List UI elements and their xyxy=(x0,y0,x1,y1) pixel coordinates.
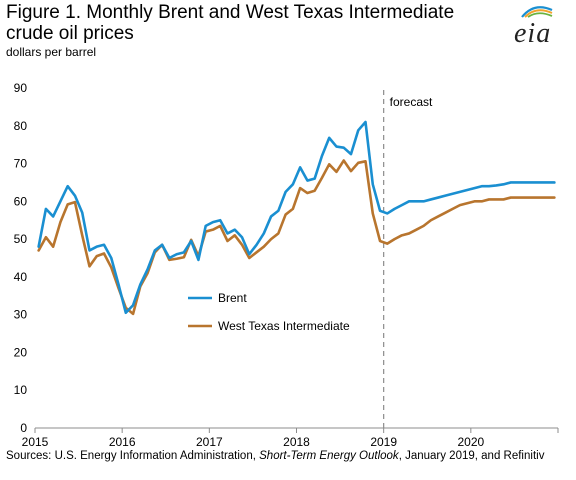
y-tick-label: 20 xyxy=(14,345,28,359)
legend-label-west-texas-intermediate: West Texas Intermediate xyxy=(218,319,350,333)
chart-title: Figure 1. Monthly Brent and West Texas I… xyxy=(6,2,455,44)
chart-series xyxy=(37,120,556,316)
series-line-west-texas-intermediate xyxy=(37,159,556,316)
x-tick-label: 2016 xyxy=(109,435,136,449)
logo-text: eia xyxy=(514,18,552,49)
x-tick-label: 2018 xyxy=(283,435,310,449)
y-tick-label: 80 xyxy=(14,119,28,133)
source-report-name: Short-Term Energy Outlook xyxy=(259,450,399,462)
y-tick-label: 40 xyxy=(14,270,28,284)
chart-axes: 0 10 20 30 40 50 60 70 80 90 2015 2016 2017 2018 2019 2… xyxy=(14,81,559,449)
x-tick-label: 2019 xyxy=(370,435,397,449)
y-tick-label: 0 xyxy=(20,421,27,435)
y-tick-label: 70 xyxy=(14,157,28,171)
source-suffix: , January 2019, and Refinitiv xyxy=(398,450,545,462)
x-tick-label: 2020 xyxy=(457,435,484,449)
eia-logo: eia xyxy=(500,4,564,49)
y-axis-unit-label: dollars per barrel xyxy=(6,45,97,59)
legend-label-brent: Brent xyxy=(218,291,247,305)
y-tick-label: 60 xyxy=(14,194,28,208)
x-tick-label: 2015 xyxy=(22,435,49,449)
y-tick-label: 50 xyxy=(14,232,28,246)
forecast-annotation: forecast xyxy=(390,95,433,109)
source-note: Sources: U.S. Energy Information Adminis… xyxy=(6,450,566,463)
y-tick-label: 90 xyxy=(14,81,28,95)
source-prefix: Sources: U.S. Energy Information Adminis… xyxy=(6,450,260,462)
series-line-brent xyxy=(37,120,556,315)
x-tick-label: 2017 xyxy=(196,435,223,449)
y-tick-label: 30 xyxy=(14,308,28,322)
y-tick-label: 10 xyxy=(14,383,28,397)
logo-arc-icon xyxy=(521,6,553,18)
chart-legend: Brent West Texas Intermediate xyxy=(188,291,350,333)
